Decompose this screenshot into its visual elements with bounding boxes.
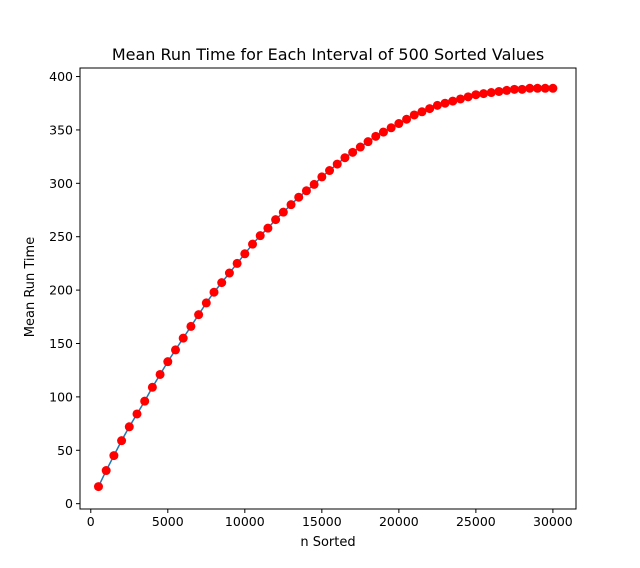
data-point: [432, 100, 442, 110]
data-point: [117, 436, 127, 446]
data-point: [455, 94, 465, 104]
data-point: [509, 84, 519, 94]
data-point: [132, 409, 142, 419]
data-point: [101, 466, 111, 476]
y-tick-label: 300: [49, 176, 73, 191]
data-point: [317, 172, 327, 182]
data-point: [155, 369, 165, 379]
data-point: [540, 83, 550, 93]
plot-area: [93, 83, 558, 492]
data-point: [402, 114, 412, 124]
data-point: [147, 382, 157, 392]
data-point: [463, 92, 473, 102]
x-tick-label: 5000: [152, 514, 184, 529]
data-point: [502, 85, 512, 95]
data-point: [371, 131, 381, 141]
data-point: [140, 396, 150, 406]
y-tick-label: 150: [49, 336, 73, 351]
chart-title: Mean Run Time for Each Interval of 500 S…: [112, 45, 544, 64]
data-point: [486, 88, 496, 98]
data-point: [240, 249, 250, 259]
data-point: [471, 90, 481, 100]
data-point: [109, 451, 119, 461]
data-point: [355, 142, 365, 152]
data-point: [494, 86, 504, 96]
data-point: [163, 357, 173, 367]
data-point: [386, 123, 396, 133]
x-tick-label: 30000: [533, 514, 573, 529]
data-point: [378, 127, 388, 137]
data-point: [186, 321, 196, 331]
data-point: [194, 310, 204, 320]
data-point: [479, 89, 489, 99]
y-tick-label: 250: [49, 229, 73, 244]
y-tick-label: 50: [57, 443, 73, 458]
data-point: [248, 239, 258, 249]
data-point: [171, 345, 181, 355]
y-tick-label: 0: [65, 496, 73, 511]
data-point: [271, 215, 281, 225]
x-tick-label: 10000: [225, 514, 265, 529]
data-point: [325, 166, 335, 176]
x-tick-label: 15000: [302, 514, 342, 529]
data-point: [217, 278, 227, 288]
data-point: [409, 110, 419, 120]
y-axis: 0 50 100 150 200 250 300 350 400: [49, 69, 80, 511]
data-point: [255, 231, 265, 241]
data-point: [548, 83, 558, 93]
data-point: [425, 104, 435, 114]
data-point: [263, 223, 273, 233]
data-point: [340, 153, 350, 163]
data-point: [224, 268, 234, 278]
x-tick-label: 20000: [379, 514, 419, 529]
y-tick-label: 100: [49, 389, 73, 404]
data-point: [363, 137, 373, 147]
axes-frame: [79, 67, 577, 510]
data-point: [517, 84, 527, 94]
y-tick-label: 200: [49, 283, 73, 298]
x-tick-label: 25000: [456, 514, 496, 529]
data-point: [525, 83, 535, 93]
x-axis: 0 5000 10000 15000 20000 25000 30000: [87, 509, 573, 529]
data-point: [417, 107, 427, 117]
data-point: [93, 482, 103, 492]
y-tick-label: 400: [49, 69, 73, 84]
data-point: [286, 200, 296, 210]
y-tick-label: 350: [49, 122, 73, 137]
data-point: [232, 258, 242, 268]
data-point: [440, 98, 450, 108]
data-point: [309, 179, 319, 189]
data-point: [178, 333, 188, 343]
data-point: [448, 96, 458, 106]
data-point: [209, 287, 219, 297]
data-point: [124, 422, 134, 432]
x-axis-label: n Sorted: [300, 535, 355, 550]
data-point: [301, 186, 311, 196]
data-point: [201, 298, 211, 308]
data-point: [348, 147, 358, 157]
data-point: [294, 192, 304, 202]
data-point: [532, 83, 542, 93]
data-point: [332, 159, 342, 169]
data-point: [394, 119, 404, 129]
x-tick-label: 0: [87, 514, 95, 529]
data-point: [278, 207, 288, 217]
y-axis-label: Mean Run Time: [23, 237, 38, 337]
